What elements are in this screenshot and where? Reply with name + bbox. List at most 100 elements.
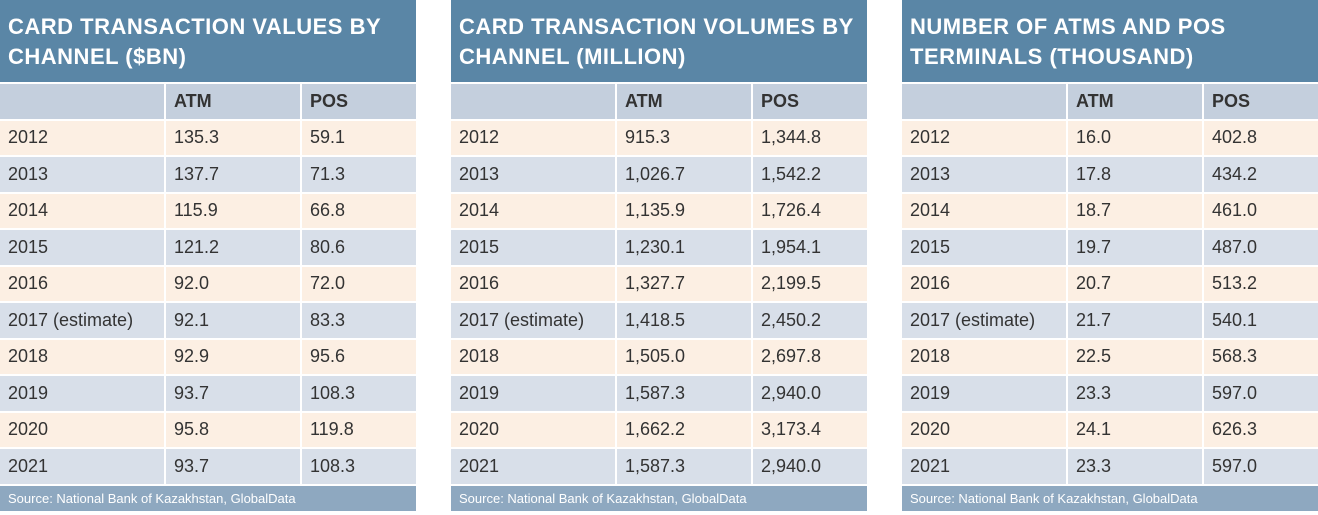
table-cell: 92.1 [166,303,300,338]
table-cell: 2013 [451,157,615,192]
table-cell: 1,026.7 [617,157,751,192]
table-cell: 92.9 [166,339,300,374]
table-cell: 540.1 [1204,303,1318,338]
table-cell: 92.0 [166,266,300,301]
table-cell: 1,135.9 [617,193,751,228]
table-cell: 22.5 [1068,339,1202,374]
table-cell: 121.2 [166,230,300,265]
table-row: 2014 18.7 461.0 [902,193,1318,228]
table-row: 2018 1,505.0 2,697.8 [451,339,867,374]
table-row: 2015 1,230.1 1,954.1 [451,230,867,265]
header-cell: ATM [617,84,751,119]
table-cell: 119.8 [302,412,416,447]
table-cell: 135.3 [166,120,300,155]
table-cell: 71.3 [302,157,416,192]
table-cell: 434.2 [1204,157,1318,192]
header-cell: POS [753,84,867,119]
table-row: 2021 1,587.3 2,940.0 [451,449,867,484]
table-row: 2015 19.7 487.0 [902,230,1318,265]
table-row: 2016 1,327.7 2,199.5 [451,266,867,301]
table-cell: 115.9 [166,193,300,228]
table-title: Number of ATMs and POS terminals (thousa… [902,0,1318,82]
table-row: 2013 17.8 434.2 [902,157,1318,192]
table-cell: 93.7 [166,376,300,411]
table-cell: 2016 [451,266,615,301]
table-cell: 80.6 [302,230,416,265]
table-cell: 59.1 [302,120,416,155]
table-row: 2016 20.7 513.2 [902,266,1318,301]
table-cell: 2,697.8 [753,339,867,374]
table-cell: 1,418.5 [617,303,751,338]
table-row: 2015 121.2 80.6 [0,230,416,265]
table-cell: 16.0 [1068,120,1202,155]
table-cell: 2014 [902,193,1066,228]
header-row: ATM POS [902,84,1318,119]
table-cell: 23.3 [1068,449,1202,484]
table-row: 2013 1,026.7 1,542.2 [451,157,867,192]
table-panel: Number of ATMs and POS terminals (thousa… [902,0,1318,514]
table-cell: 72.0 [302,266,416,301]
table-row: 2020 24.1 626.3 [902,412,1318,447]
table-cell: 2014 [0,193,164,228]
table-cell: 95.8 [166,412,300,447]
table-cell: 2016 [0,266,164,301]
table-cell: 20.7 [1068,266,1202,301]
table-cell: 402.8 [1204,120,1318,155]
table-cell: 108.3 [302,449,416,484]
table-row: 2017 (estimate) 1,418.5 2,450.2 [451,303,867,338]
header-cell: POS [302,84,416,119]
table-cell: 95.6 [302,339,416,374]
table-cell: 2012 [902,120,1066,155]
table-cell: 2019 [902,376,1066,411]
table-cell: 2015 [902,230,1066,265]
table-row: 2019 1,587.3 2,940.0 [451,376,867,411]
table-cell: 24.1 [1068,412,1202,447]
table-row: 2018 22.5 568.3 [902,339,1318,374]
table-cell: 1,344.8 [753,120,867,155]
table-cell: 1,505.0 [617,339,751,374]
table-cell: 1,587.3 [617,449,751,484]
table-cell: 23.3 [1068,376,1202,411]
table-cell: 2014 [451,193,615,228]
table-cell: 2015 [0,230,164,265]
table-cell: 2018 [451,339,615,374]
table-cell: 3,173.4 [753,412,867,447]
table-row: 2014 1,135.9 1,726.4 [451,193,867,228]
table-cell: 2016 [902,266,1066,301]
table-cell: 1,662.2 [617,412,751,447]
table-cell: 17.8 [1068,157,1202,192]
table-cell: 2,940.0 [753,449,867,484]
table-cell: 2019 [0,376,164,411]
table-row: 2014 115.9 66.8 [0,193,416,228]
table-cell: 2012 [0,120,164,155]
table-cell: 2020 [451,412,615,447]
table-cell: 513.2 [1204,266,1318,301]
table-row: 2020 95.8 119.8 [0,412,416,447]
table-row: 2017 (estimate) 92.1 83.3 [0,303,416,338]
table-row: 2012 135.3 59.1 [0,120,416,155]
table-cell: 83.3 [302,303,416,338]
table-cell: 93.7 [166,449,300,484]
table-cell: 597.0 [1204,449,1318,484]
table-cell: 2021 [0,449,164,484]
table-cell: 2021 [902,449,1066,484]
table-cell: 2020 [902,412,1066,447]
table-row: 2018 92.9 95.6 [0,339,416,374]
table-cell: 1,230.1 [617,230,751,265]
table-row: 2012 16.0 402.8 [902,120,1318,155]
table-cell: 2015 [451,230,615,265]
table-cell: 2019 [451,376,615,411]
table-cell: 2013 [0,157,164,192]
table-cell: 915.3 [617,120,751,155]
header-cell [902,84,1066,119]
table-cell: 626.3 [1204,412,1318,447]
table-cell: 568.3 [1204,339,1318,374]
table-cell: 2017 (estimate) [451,303,615,338]
table-title: Card transaction volumes by channel (mil… [451,0,867,82]
table-cell: 108.3 [302,376,416,411]
header-cell [0,84,164,119]
source-note: Source: National Bank of Kazakhstan, Glo… [902,485,1318,511]
table-cell: 2013 [902,157,1066,192]
header-row: ATM POS [0,84,416,119]
